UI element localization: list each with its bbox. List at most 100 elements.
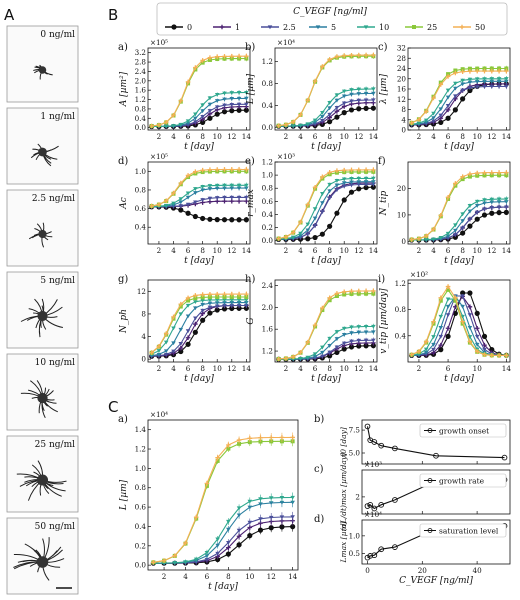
data-point: [178, 312, 184, 317]
series-25: [409, 287, 509, 359]
x-tick-label: 6: [186, 364, 191, 373]
x-tick-label: 2: [284, 246, 289, 255]
data-point: [290, 119, 296, 125]
data-point: [312, 322, 318, 328]
x-tick-label: 8: [200, 132, 205, 141]
y-tick-label: 0.8: [135, 483, 147, 492]
data-point: [193, 191, 198, 195]
data-point: [489, 79, 495, 84]
data-point: [247, 533, 253, 539]
data-point: [200, 184, 205, 189]
x-tick-label: 6: [186, 132, 191, 141]
series-0: [409, 81, 509, 128]
x-tick-label: 0: [365, 566, 370, 575]
data-point: [204, 551, 210, 555]
data-point: [298, 112, 303, 118]
data-point: [268, 501, 274, 506]
y-tick-label: 1.2: [135, 445, 146, 454]
data-point: [445, 107, 451, 113]
series-line: [411, 83, 507, 126]
data-point: [474, 342, 480, 347]
x-tick-label: 10: [213, 364, 223, 373]
data-point: [489, 68, 495, 74]
data-point: [226, 540, 231, 545]
x-tick-label: 6: [313, 132, 318, 141]
y-tick-label: 5.0: [349, 449, 361, 458]
x-tick-label: 10: [213, 246, 223, 255]
data-point: [356, 87, 362, 92]
data-point: [305, 122, 311, 127]
y-tick-label: 20: [397, 184, 407, 193]
data-point: [467, 68, 473, 74]
data-point: [207, 291, 213, 297]
data-point: [200, 167, 205, 173]
data-point: [268, 525, 274, 531]
x-axis-label: t [day]: [444, 256, 474, 266]
data-point: [229, 97, 235, 101]
data-point: [474, 170, 480, 176]
data-point: [312, 120, 318, 125]
data-point: [453, 181, 458, 186]
cell-image-label: 10 ng/ml: [35, 358, 75, 368]
data-point: [482, 342, 487, 348]
series-line: [411, 288, 507, 356]
x-tick-label: 12: [267, 572, 276, 581]
data-point: [503, 209, 509, 215]
series-25: [276, 53, 376, 128]
series-50: [149, 53, 249, 129]
data-point: [334, 93, 340, 98]
data-point: [214, 54, 220, 59]
subpanel-label: b): [245, 42, 255, 53]
y-tick-label: 0.5: [349, 549, 361, 558]
data-point: [371, 505, 378, 512]
series-1: [151, 515, 295, 566]
data-point: [178, 207, 184, 213]
concentration-legend: C_VEGF [ng/ml] 0 1 2.5 5 10 25 50: [156, 2, 508, 36]
data-point: [229, 91, 235, 95]
data-point: [185, 341, 191, 347]
subpanel-label: f): [378, 156, 386, 167]
data-point: [244, 195, 249, 200]
data-point: [290, 235, 296, 240]
series-50: [276, 52, 376, 128]
data-point: [214, 105, 220, 110]
data-point: [171, 349, 176, 354]
data-point: [207, 216, 213, 222]
subpanel-label: a): [118, 42, 128, 53]
y-tick-label: 1.2: [135, 95, 146, 104]
data-point: [409, 352, 414, 357]
data-point: [341, 184, 347, 189]
data-point: [409, 237, 414, 242]
data-point: [460, 69, 465, 75]
y-axis-label: t0 [day]: [339, 427, 348, 457]
axes-frame: [407, 161, 511, 245]
data-point: [320, 110, 325, 115]
data-point: [370, 105, 376, 111]
data-point: [312, 118, 318, 123]
axes-frame: [407, 279, 511, 363]
data-point: [229, 195, 235, 200]
series-50: [409, 68, 509, 126]
data-point: [298, 231, 303, 236]
data-point: [341, 289, 347, 295]
data-point: [504, 84, 509, 89]
data-point: [489, 206, 495, 210]
data-point: [236, 217, 242, 223]
data-point: [193, 306, 198, 311]
data-point: [371, 330, 376, 335]
data-point: [247, 436, 253, 441]
data-point: [226, 545, 231, 550]
subpanel-label: d): [314, 514, 324, 525]
data-point: [349, 325, 354, 330]
data-point: [467, 335, 473, 339]
data-point: [185, 329, 191, 334]
data-point: [290, 230, 296, 235]
data-point: [481, 212, 488, 218]
data-point: [222, 56, 227, 61]
data-point: [496, 77, 502, 81]
series-50: [409, 169, 509, 242]
data-point: [423, 238, 429, 242]
data-point: [378, 501, 385, 508]
series-line: [151, 304, 247, 357]
